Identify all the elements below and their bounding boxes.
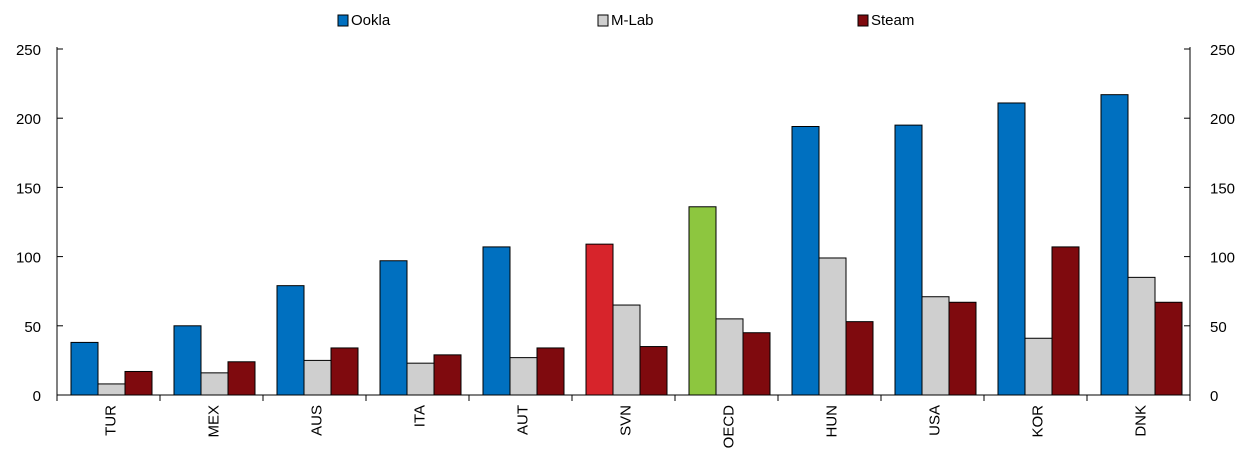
- right-tick-label: 150: [1210, 180, 1235, 197]
- x-tick-label: AUT: [514, 405, 531, 435]
- right-tick-label: 200: [1210, 111, 1235, 128]
- bar-m-lab-svn: [612, 304, 641, 396]
- legend-swatch-m-lab: [597, 14, 609, 27]
- right-y-axis: 0 50 100 150 200 250: [1184, 42, 1235, 405]
- bar-ookla-kor: [997, 102, 1026, 396]
- bar-ookla-aus: [276, 285, 305, 396]
- right-tick-label: 50: [1210, 319, 1227, 336]
- legend-swatch-ookla: [337, 14, 349, 27]
- bar-m-lab-usa: [921, 296, 950, 396]
- bar-m-lab-mex: [200, 372, 229, 396]
- bar-m-lab-kor: [1024, 337, 1053, 396]
- bar-m-lab-dnk: [1127, 276, 1156, 396]
- right-tick-label: 0: [1210, 388, 1218, 405]
- legend-swatch-steam: [857, 14, 869, 27]
- left-tick-label: 200: [16, 111, 41, 128]
- x-tick-label: TUR: [102, 405, 119, 436]
- bars: [70, 94, 1183, 396]
- x-tick-label: ITA: [411, 405, 428, 427]
- right-tick-label: 250: [1210, 42, 1235, 59]
- left-tick-label: 50: [24, 319, 41, 336]
- legend-label: Ookla: [351, 12, 391, 29]
- left-tick-label: 100: [16, 250, 41, 267]
- x-tick-label: MEX: [205, 405, 222, 438]
- bar-steam-usa: [948, 301, 977, 396]
- bar-ookla-aut: [482, 246, 511, 396]
- bar-ookla-usa: [894, 124, 923, 396]
- left-tick-label: 0: [33, 388, 41, 405]
- bar-ookla-svn: [585, 243, 614, 396]
- bar-m-lab-hun: [818, 257, 847, 396]
- x-tick-label: OECD: [720, 405, 737, 449]
- left-tick-label: 150: [16, 180, 41, 197]
- x-tick-label: SVN: [617, 405, 634, 436]
- bar-steam-svn: [639, 346, 668, 396]
- bar-steam-aus: [330, 347, 359, 396]
- bar-steam-ita: [433, 354, 462, 396]
- x-tick-label: KOR: [1029, 405, 1046, 438]
- left-y-axis: 0 50 100 150 200 250: [16, 42, 63, 405]
- legend-label: M-Lab: [611, 12, 654, 29]
- bar-m-lab-oecd: [715, 318, 744, 396]
- bar-m-lab-ita: [406, 362, 435, 396]
- bar-steam-mex: [227, 361, 256, 396]
- x-tick-label: USA: [926, 405, 943, 436]
- bar-m-lab-aut: [509, 357, 538, 396]
- bar-m-lab-tur: [97, 383, 126, 396]
- right-tick-label: 100: [1210, 250, 1235, 267]
- legend: Ookla M-Lab Steam: [337, 12, 914, 29]
- x-tick-label: DNK: [1132, 405, 1149, 437]
- bar-ookla-dnk: [1100, 94, 1129, 396]
- bar-steam-hun: [845, 321, 874, 396]
- bar-steam-kor: [1051, 246, 1080, 396]
- x-tick-label: HUN: [823, 405, 840, 438]
- bar-ookla-oecd: [688, 206, 717, 396]
- legend-label: Steam: [871, 12, 914, 29]
- bar-steam-tur: [124, 370, 153, 396]
- bar-ookla-tur: [70, 341, 99, 396]
- left-tick-label: 250: [16, 42, 41, 59]
- x-tick-label: AUS: [308, 405, 325, 436]
- bar-ookla-hun: [791, 126, 820, 396]
- bar-ookla-mex: [173, 325, 202, 396]
- bar-steam-dnk: [1154, 301, 1183, 396]
- bar-ookla-ita: [379, 260, 408, 396]
- bar-steam-oecd: [742, 332, 771, 396]
- x-axis: TUR MEX AUS ITA AUT SVN OECD HUN USA KOR DNK: [56, 394, 1191, 449]
- bar-m-lab-aus: [303, 359, 332, 396]
- bar-steam-aut: [536, 347, 565, 396]
